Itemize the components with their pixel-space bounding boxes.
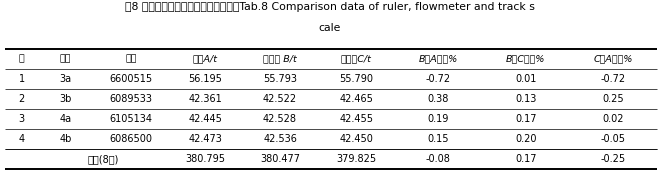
Text: 55.793: 55.793 xyxy=(263,74,297,84)
Text: 0.20: 0.20 xyxy=(515,134,537,144)
Text: -0.72: -0.72 xyxy=(426,74,451,84)
Text: 56.195: 56.195 xyxy=(189,74,222,84)
Text: 380.477: 380.477 xyxy=(260,154,300,164)
Text: 0.15: 0.15 xyxy=(428,134,449,144)
Text: 0.17: 0.17 xyxy=(515,154,537,164)
Text: -0.05: -0.05 xyxy=(601,134,626,144)
Text: 0.13: 0.13 xyxy=(515,94,537,104)
Text: 检尺A/t: 检尺A/t xyxy=(193,54,218,63)
Text: 流量计 B/t: 流量计 B/t xyxy=(263,54,297,63)
Text: C比A差率%: C比A差率% xyxy=(593,54,633,63)
Text: 0.17: 0.17 xyxy=(515,114,537,124)
Text: 1: 1 xyxy=(18,74,24,84)
Text: -0.08: -0.08 xyxy=(426,154,451,164)
Text: 轨道衡C/t: 轨道衡C/t xyxy=(341,54,372,63)
Text: cale: cale xyxy=(319,23,341,33)
Text: 4: 4 xyxy=(18,134,24,144)
Text: 表8 检尺、流量计、轨道衡的比对数据Tab.8 Comparison data of ruler, flowmeter and track s: 表8 检尺、流量计、轨道衡的比对数据Tab.8 Comparison data … xyxy=(125,2,535,12)
Text: -0.25: -0.25 xyxy=(601,154,626,164)
Text: 42.522: 42.522 xyxy=(263,94,297,104)
Text: 6089533: 6089533 xyxy=(110,94,152,104)
Text: 6105134: 6105134 xyxy=(110,114,152,124)
Text: 0.19: 0.19 xyxy=(428,114,449,124)
Text: 鹤位: 鹤位 xyxy=(59,54,71,63)
Text: 3: 3 xyxy=(18,114,24,124)
Text: B比C差率%: B比C差率% xyxy=(506,54,545,63)
Text: 42.465: 42.465 xyxy=(339,94,374,104)
Text: 42.473: 42.473 xyxy=(189,134,222,144)
Text: 0.38: 0.38 xyxy=(428,94,449,104)
Text: 车号: 车号 xyxy=(125,54,137,63)
Text: 4b: 4b xyxy=(59,134,71,144)
Text: 合计(8车): 合计(8车) xyxy=(88,154,119,164)
Text: 0.25: 0.25 xyxy=(602,94,624,104)
Text: 42.455: 42.455 xyxy=(339,114,374,124)
Text: 42.445: 42.445 xyxy=(189,114,222,124)
Text: 3b: 3b xyxy=(59,94,71,104)
Text: 3a: 3a xyxy=(59,74,71,84)
Text: B比A差率%: B比A差率% xyxy=(418,54,458,63)
Text: 4a: 4a xyxy=(59,114,71,124)
Text: 42.450: 42.450 xyxy=(339,134,374,144)
Text: 6600515: 6600515 xyxy=(110,74,152,84)
Text: 6086500: 6086500 xyxy=(110,134,152,144)
Text: 42.528: 42.528 xyxy=(263,114,297,124)
Text: 42.361: 42.361 xyxy=(189,94,222,104)
Text: -0.72: -0.72 xyxy=(601,74,626,84)
Text: 0.01: 0.01 xyxy=(515,74,537,84)
Text: 42.536: 42.536 xyxy=(263,134,297,144)
Text: 55.790: 55.790 xyxy=(339,74,374,84)
Text: 2: 2 xyxy=(18,94,25,104)
Text: 0.02: 0.02 xyxy=(603,114,624,124)
Text: 379.825: 379.825 xyxy=(337,154,376,164)
Text: 序: 序 xyxy=(18,54,24,63)
Text: 380.795: 380.795 xyxy=(185,154,226,164)
